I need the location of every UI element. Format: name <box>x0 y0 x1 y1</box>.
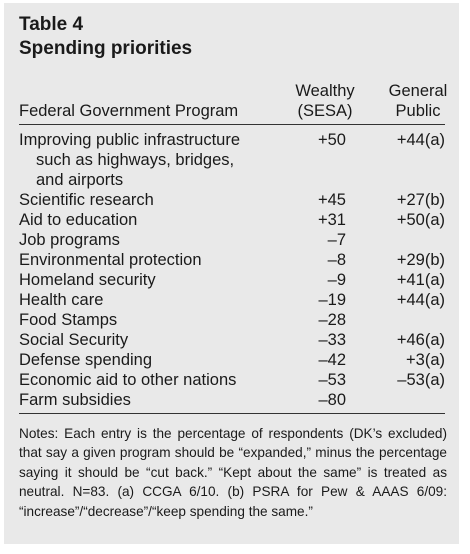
cell-program-line: Job programs <box>19 231 120 249</box>
cell-program-line: Aid to education <box>19 211 138 229</box>
column-header-program: Federal Government Program <box>19 102 239 120</box>
cell-program: Scientific research <box>19 190 269 210</box>
column-header-wealthy-line1: Wealthy <box>295 82 355 100</box>
cell-general: +46(a) <box>396 331 445 349</box>
cell-wealthy: +45 <box>318 191 346 209</box>
cell-program-line: Improving public infrastructure <box>19 131 241 149</box>
cell-wealthy: –33 <box>318 331 346 349</box>
cell-wealthy: –9 <box>327 271 346 289</box>
cell-wealthy: +31 <box>318 211 346 229</box>
table-notes: Notes: Each entry is the percentage of r… <box>19 426 447 519</box>
column-header-wealthy-line2: (SESA) <box>297 102 353 120</box>
cell-general: +44(a) <box>396 291 445 309</box>
cell-wealthy: –28 <box>318 311 346 329</box>
cell-program: Environmental protection <box>19 250 269 270</box>
cell-general: +29(b) <box>396 251 445 269</box>
table-label: Table 4 <box>19 14 84 35</box>
cell-program-line: Defense spending <box>19 351 153 369</box>
cell-wealthy: +50 <box>318 131 346 149</box>
cell-wealthy: –53 <box>318 371 346 389</box>
cell-wealthy: –19 <box>318 291 346 309</box>
cell-program-line: such as highways, bridges, <box>36 151 235 169</box>
table-container: Table 4 Spending priorities Federal Gove… <box>4 3 459 544</box>
cell-general: –53(a) <box>397 371 445 389</box>
cell-wealthy: –7 <box>327 231 346 249</box>
notes-divider <box>19 413 445 414</box>
column-header-general: General Public <box>378 81 458 121</box>
cell-program-line: Farm subsidies <box>19 391 131 409</box>
cell-program: Health care <box>19 290 269 310</box>
cell-general: +44(a) <box>396 131 445 149</box>
cell-wealthy: –80 <box>318 391 346 409</box>
cell-program-line: Food Stamps <box>19 311 118 329</box>
table-title: Spending priorities <box>19 38 193 59</box>
cell-program: Food Stamps <box>19 310 269 330</box>
cell-general: +3(a) <box>406 351 445 369</box>
cell-program: Job programs <box>19 230 269 250</box>
cell-program: Social Security <box>19 330 269 350</box>
cell-program: Economic aid to other nations <box>19 370 269 390</box>
cell-general: +41(a) <box>396 271 445 289</box>
cell-program: Improving public infrastructure such as h… <box>19 130 269 190</box>
cell-program-line: Environmental protection <box>19 251 202 269</box>
cell-general: +50(a) <box>396 211 445 229</box>
column-header-wealthy: Wealthy (SESA) <box>280 81 370 121</box>
cell-program: Homeland security <box>19 270 269 290</box>
cell-program-line: Health care <box>19 291 104 309</box>
cell-wealthy: –42 <box>318 351 346 369</box>
cell-wealthy: –8 <box>327 251 346 269</box>
cell-program-line: Social Security <box>19 331 129 349</box>
cell-program: Defense spending <box>19 350 269 370</box>
cell-general: +27(b) <box>396 191 445 209</box>
column-header-general-line2: Public <box>395 102 441 120</box>
header-divider <box>19 124 445 125</box>
cell-program-line: and airports <box>36 171 124 189</box>
cell-program-line: Scientific research <box>19 191 154 209</box>
cell-program-line: Homeland security <box>19 271 156 289</box>
column-header-general-line1: General <box>388 82 448 100</box>
cell-program-line: Economic aid to other nations <box>19 371 237 389</box>
cell-program: Aid to education <box>19 210 269 230</box>
cell-program: Farm subsidies <box>19 390 269 410</box>
